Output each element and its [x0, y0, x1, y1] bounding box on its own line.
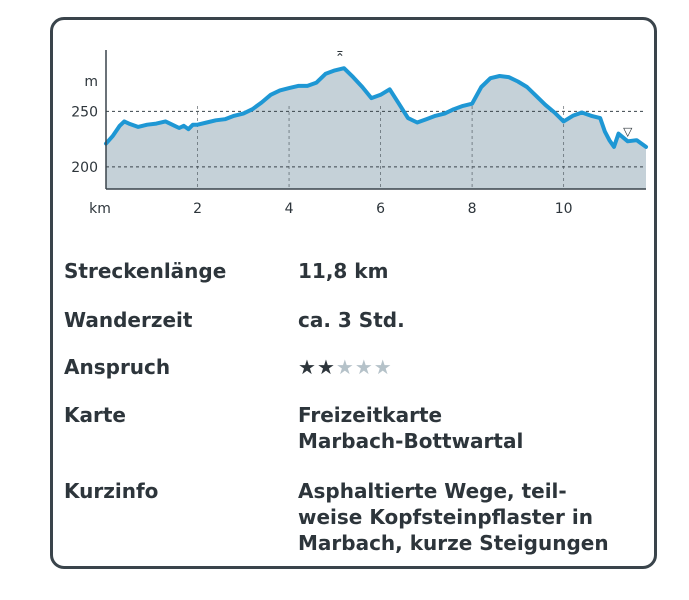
- summary-line-1: Asphaltierte Wege, teil-: [298, 479, 567, 503]
- row-map: Karte Freizeitkarte Marbach-Bottwartal: [64, 402, 523, 454]
- y-tick-label: 250: [71, 104, 98, 120]
- map-line-2: Marbach-Bottwartal: [298, 429, 524, 453]
- elevation-area: [106, 68, 646, 189]
- difficulty-rating: ★ ★ ★ ★ ★: [298, 354, 392, 380]
- elevation-line: [104, 66, 648, 149]
- x-axis-unit-label: km: [89, 201, 111, 217]
- star-empty-icon: ★: [373, 355, 392, 379]
- row-difficulty: Anspruch ★ ★ ★ ★ ★: [64, 354, 392, 380]
- map-line-1: Freizeitkarte: [298, 403, 443, 427]
- elevation-profile-chart: 200 250 m 2 4 6 8 10 km ⌅ ▽: [71, 45, 648, 217]
- row-length: Streckenlänge 11,8 km: [64, 258, 388, 284]
- low-point-marker-icon: ▽: [623, 124, 633, 138]
- y-tick-label: 200: [71, 160, 98, 176]
- duration-label: Wanderzeit: [64, 308, 193, 332]
- y-axis-unit-label: m: [84, 74, 98, 90]
- x-tick-label: 10: [555, 201, 573, 217]
- x-tick-label: 2: [193, 201, 202, 217]
- summit-marker-icon: ⌅: [335, 45, 345, 59]
- length-label: Streckenlänge: [64, 259, 227, 283]
- x-tick-label: 8: [468, 201, 477, 217]
- star-filled-icon: ★: [298, 355, 316, 379]
- star-empty-icon: ★: [354, 355, 373, 379]
- star-empty-icon: ★: [335, 355, 354, 379]
- duration-value: ca. 3 Std.: [298, 308, 405, 332]
- star-filled-icon: ★: [316, 355, 335, 379]
- row-summary: Kurzinfo Asphaltierte Wege, teil- weise …: [64, 478, 609, 556]
- map-value: Freizeitkarte Marbach-Bottwartal: [298, 402, 523, 454]
- summary-value: Asphaltierte Wege, teil- weise Kopfstein…: [298, 478, 609, 556]
- summary-line-3: Marbach, kurze Steigungen: [298, 531, 609, 555]
- x-tick-label: 4: [285, 201, 294, 217]
- row-duration: Wanderzeit ca. 3 Std.: [64, 307, 405, 333]
- x-tick-label: 6: [376, 201, 385, 217]
- summary-line-2: weise Kopfsteinpflaster in: [298, 505, 593, 529]
- difficulty-label: Anspruch: [64, 355, 171, 379]
- map-label: Karte: [64, 403, 126, 427]
- summary-label: Kurzinfo: [64, 479, 159, 503]
- length-value: 11,8 km: [298, 259, 389, 283]
